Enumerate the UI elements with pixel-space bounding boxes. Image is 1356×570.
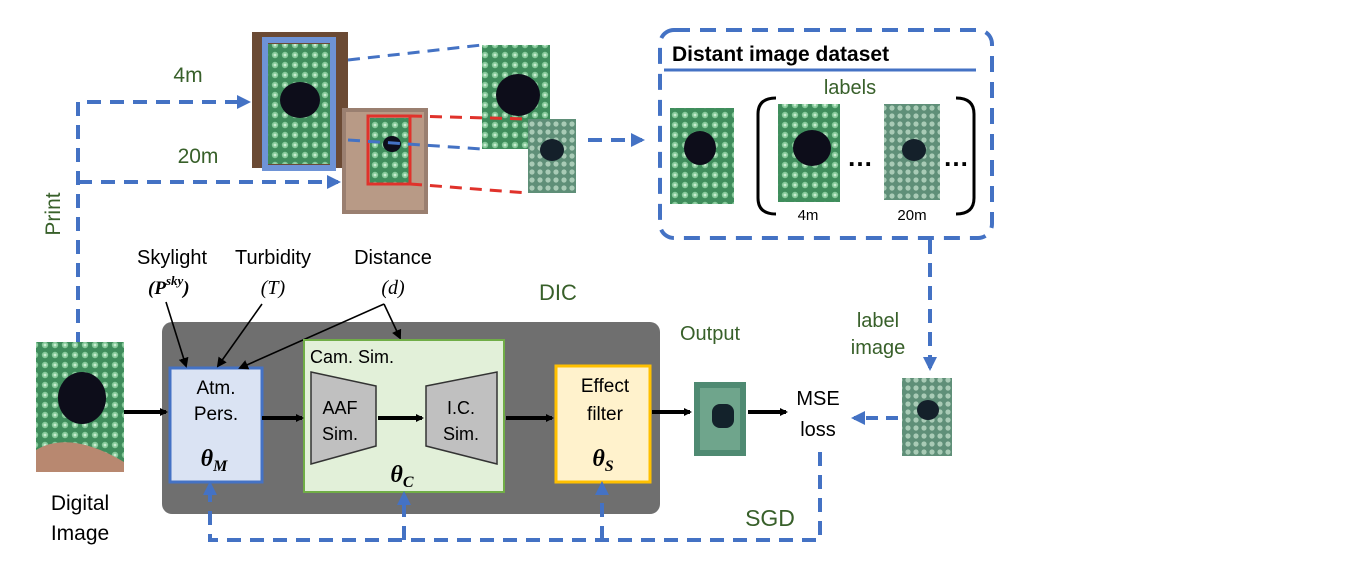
distance-label: Distance (354, 247, 432, 269)
turbidity-arrow (216, 303, 263, 368)
dic-title: DIC (539, 280, 577, 305)
labels-ellipsis-2: … (943, 142, 969, 172)
label-distance-4m: 4m (798, 207, 819, 224)
skylight-symbol: (Psky) (148, 273, 190, 299)
dataset-box (658, 28, 994, 240)
atm-line1: Atm. (196, 378, 235, 399)
ic-sim-trapezoid (425, 371, 498, 465)
distance-arrow-atm (238, 303, 385, 370)
label-image-line1: label (857, 310, 899, 332)
output-label: Output (680, 323, 740, 345)
effect-filter-block (554, 364, 652, 484)
label-image-line2: image (851, 337, 905, 359)
labels-ellipsis-1: … (847, 142, 873, 172)
print-arrow-4m (76, 95, 251, 346)
digital-image-line2: Image (51, 522, 109, 545)
labels-title: labels (824, 77, 876, 99)
theta-c: θC (390, 462, 413, 491)
label-distance-20m: 20m (897, 207, 926, 224)
photo-4m (252, 32, 348, 171)
zoom-line-4m-bottom (347, 138, 483, 151)
distance-arrow-cam (383, 303, 402, 340)
crop-20m (528, 119, 576, 193)
digital-input-image (36, 342, 124, 472)
photo-20m (342, 108, 428, 214)
label-image-20m (884, 104, 940, 200)
sgd-feedback-path (203, 452, 822, 542)
distance-20m-label: 20m (178, 145, 219, 168)
sgd-label: SGD (745, 505, 795, 531)
distance-4m-label: 4m (173, 64, 202, 87)
cam-sim-title: Cam. Sim. (310, 347, 394, 367)
effect-line2: filter (587, 404, 624, 425)
output-image (694, 382, 746, 456)
dataset-input-image (670, 108, 734, 204)
crop-4m (482, 45, 550, 149)
mse-line1: MSE (796, 388, 839, 410)
labels-bracket-right (955, 96, 976, 216)
skylight-label: Skylight (137, 247, 207, 269)
theta-s: θS (592, 446, 613, 475)
ic-line1: I.C. (447, 398, 475, 418)
zoom-line-4m-top (347, 43, 483, 62)
aaf-line2: Sim. (322, 424, 358, 444)
mse-line2: loss (800, 419, 836, 441)
atm-line2: Pers. (194, 404, 238, 425)
ic-line2: Sim. (443, 424, 479, 444)
turbidity-label: Turbidity (235, 247, 311, 269)
skylight-arrow (165, 301, 189, 368)
turbidity-symbol: (T) (261, 277, 286, 299)
label-image (902, 378, 952, 456)
theta-m: θM (201, 446, 228, 475)
dataset-title: Distant image dataset (672, 43, 889, 66)
effect-line1: Effect (581, 376, 630, 397)
distance-symbol: (d) (381, 277, 405, 299)
label-image-4m (778, 104, 840, 202)
print-label: Print (42, 192, 65, 235)
aaf-line1: AAF (322, 398, 357, 418)
labels-bracket-left (756, 96, 777, 216)
aaf-sim-trapezoid (310, 371, 377, 465)
digital-image-line1: Digital (51, 492, 109, 515)
